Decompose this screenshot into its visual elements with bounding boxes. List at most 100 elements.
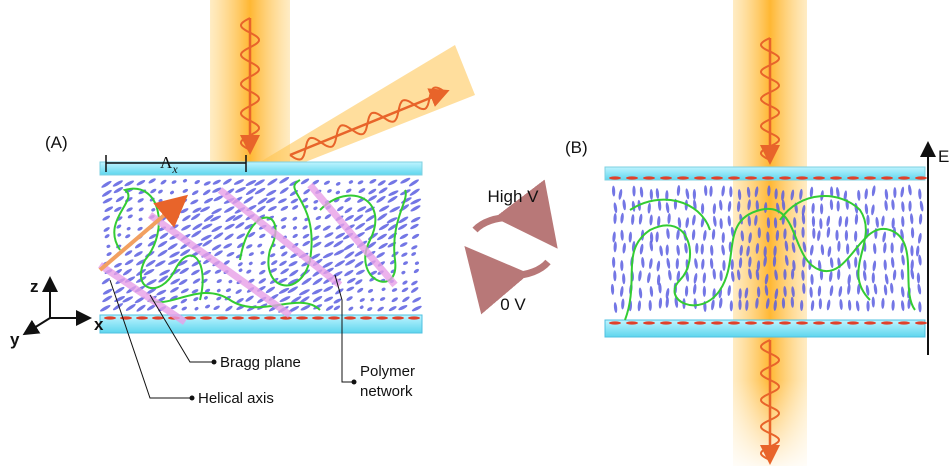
lc-molecule	[719, 200, 723, 211]
lc-molecule	[712, 268, 716, 279]
lc-molecule	[700, 244, 704, 255]
lc-molecule	[411, 244, 419, 250]
lc-molecule	[157, 249, 169, 258]
lc-molecule	[676, 185, 680, 196]
lc-molecule	[193, 296, 200, 302]
lc-molecule	[665, 297, 669, 308]
lc-molecule	[348, 180, 354, 185]
lc-molecule	[199, 205, 210, 213]
lc-molecule	[684, 243, 689, 254]
lc-molecule	[919, 214, 923, 225]
lc-molecule	[356, 287, 364, 294]
lc-molecule	[613, 302, 617, 313]
lc-molecule	[235, 288, 243, 295]
lc-molecule	[712, 216, 717, 227]
anchor-molecule	[344, 316, 356, 319]
lc-molecule	[866, 301, 869, 312]
lc-molecule	[622, 273, 626, 284]
lc-molecule	[191, 229, 203, 238]
lc-molecule	[727, 215, 731, 226]
lc-molecule	[315, 215, 322, 221]
lc-molecule	[848, 300, 852, 311]
lc-molecule	[917, 233, 922, 244]
lc-molecule	[694, 258, 699, 269]
lc-molecule	[817, 230, 822, 241]
lc-molecule	[104, 233, 110, 239]
anchor-molecule	[711, 176, 723, 179]
lc-molecule	[192, 277, 201, 284]
lc-molecule	[413, 268, 420, 274]
lc-molecule	[133, 250, 143, 258]
cycle-arrow	[475, 218, 545, 232]
anchor-molecule	[408, 316, 420, 319]
lc-molecule	[101, 277, 111, 285]
lc-molecule	[234, 221, 245, 230]
anchor-molecule	[779, 321, 791, 324]
lc-molecule	[667, 213, 671, 224]
lc-molecule	[336, 205, 344, 212]
lc-molecule	[354, 222, 366, 231]
lc-molecule	[399, 241, 408, 248]
lc-molecule	[246, 269, 253, 275]
lc-molecule	[233, 178, 244, 186]
bottom-glass	[100, 315, 422, 333]
lc-molecule	[401, 287, 409, 293]
lc-molecule	[288, 269, 299, 278]
lc-molecule	[820, 244, 824, 255]
lc-molecule	[847, 284, 851, 295]
anchor-molecule	[104, 316, 116, 319]
lc-molecule	[658, 200, 662, 211]
anchor-molecule	[609, 176, 621, 179]
lc-molecule	[280, 250, 288, 257]
lc-molecule	[702, 272, 706, 283]
lc-molecule	[646, 272, 651, 283]
anchor-molecule	[830, 321, 842, 324]
lc-molecule	[650, 189, 654, 200]
lc-molecule	[655, 188, 659, 199]
lc-molecule	[359, 297, 365, 303]
lc-molecule	[829, 285, 834, 296]
anchor-molecule	[643, 321, 655, 324]
lc-molecule	[377, 306, 385, 312]
anchor-molecule	[216, 316, 228, 319]
lc-molecule	[288, 260, 298, 267]
lc-molecule	[863, 260, 867, 271]
lc-molecule	[864, 188, 868, 199]
anchor-molecule	[694, 176, 706, 179]
lc-molecule	[260, 260, 267, 266]
lc-molecule	[369, 178, 377, 184]
lc-molecule	[844, 216, 848, 227]
lc-molecule	[829, 257, 833, 268]
lc-molecule	[910, 268, 915, 279]
lc-molecule	[712, 203, 716, 214]
lc-molecule	[648, 258, 653, 269]
lc-molecule	[179, 267, 190, 275]
anchor-molecule	[264, 316, 276, 319]
lc-molecule	[136, 304, 147, 313]
lc-molecule	[638, 287, 642, 298]
lc-molecule	[324, 231, 334, 239]
lc-molecule	[322, 251, 334, 259]
anchor-molecule	[728, 176, 740, 179]
lc-molecule	[919, 200, 924, 211]
lc-molecule	[202, 189, 211, 197]
lc-molecule	[401, 252, 409, 258]
lc-molecule	[649, 214, 653, 225]
lc-molecule	[326, 188, 332, 193]
lc-molecule	[648, 300, 651, 311]
field-label: E	[938, 147, 949, 166]
lc-molecule	[246, 304, 257, 312]
lc-molecule	[302, 240, 311, 247]
lc-molecule	[839, 299, 843, 310]
anchor-molecule	[296, 316, 308, 319]
lc-molecule	[693, 298, 697, 309]
lc-molecule	[871, 185, 876, 196]
lc-molecule	[222, 178, 232, 186]
lc-molecule	[157, 240, 168, 249]
lc-molecule	[181, 214, 191, 222]
lc-molecule	[901, 254, 906, 265]
anchor-molecule	[677, 176, 689, 179]
lc-molecule	[216, 288, 221, 293]
lc-molecule	[378, 186, 388, 194]
lc-molecule	[719, 218, 723, 229]
